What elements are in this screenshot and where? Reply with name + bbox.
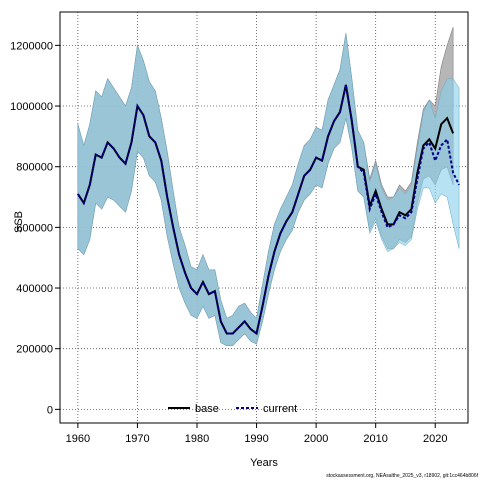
x-tick-label: 2010 xyxy=(363,433,387,445)
y-tick-label: 600000 xyxy=(16,222,53,234)
x-tick-label: 1970 xyxy=(125,433,149,445)
footer-note: stockassessment.org, NEAsalthe_2025_v3, … xyxy=(326,473,478,479)
legend: base current xyxy=(168,403,297,415)
x-tick-label: 2000 xyxy=(304,433,328,445)
legend-current-label: current xyxy=(263,403,297,415)
current-confidence-band xyxy=(77,33,460,346)
current-series-line xyxy=(77,84,460,336)
confidence-bands xyxy=(77,27,460,346)
x-axis: 1960 1970 1980 1990 2000 2010 2020 xyxy=(66,423,447,445)
legend-base-label: base xyxy=(195,403,219,415)
x-tick-label: 2020 xyxy=(423,433,447,445)
x-axis-title: Years xyxy=(250,457,278,469)
y-axis-title: SSB xyxy=(13,211,25,233)
x-tick-label: 1990 xyxy=(244,433,268,445)
grid-lines xyxy=(60,12,468,423)
y-tick-label: 400000 xyxy=(16,283,53,295)
series-lines xyxy=(77,84,460,336)
y-tick-label: 800000 xyxy=(16,162,53,174)
y-tick-label: 0 xyxy=(47,404,53,416)
x-tick-label: 1980 xyxy=(185,433,209,445)
y-tick-label: 1000000 xyxy=(10,101,53,113)
y-tick-label: 200000 xyxy=(16,344,53,356)
plot-frame xyxy=(59,11,469,424)
x-tick-label: 1960 xyxy=(66,433,90,445)
y-axis: 0 200000 400000 600000 800000 1000000 1200000 xyxy=(10,40,60,416)
y-tick-label: 1200000 xyxy=(10,40,53,52)
